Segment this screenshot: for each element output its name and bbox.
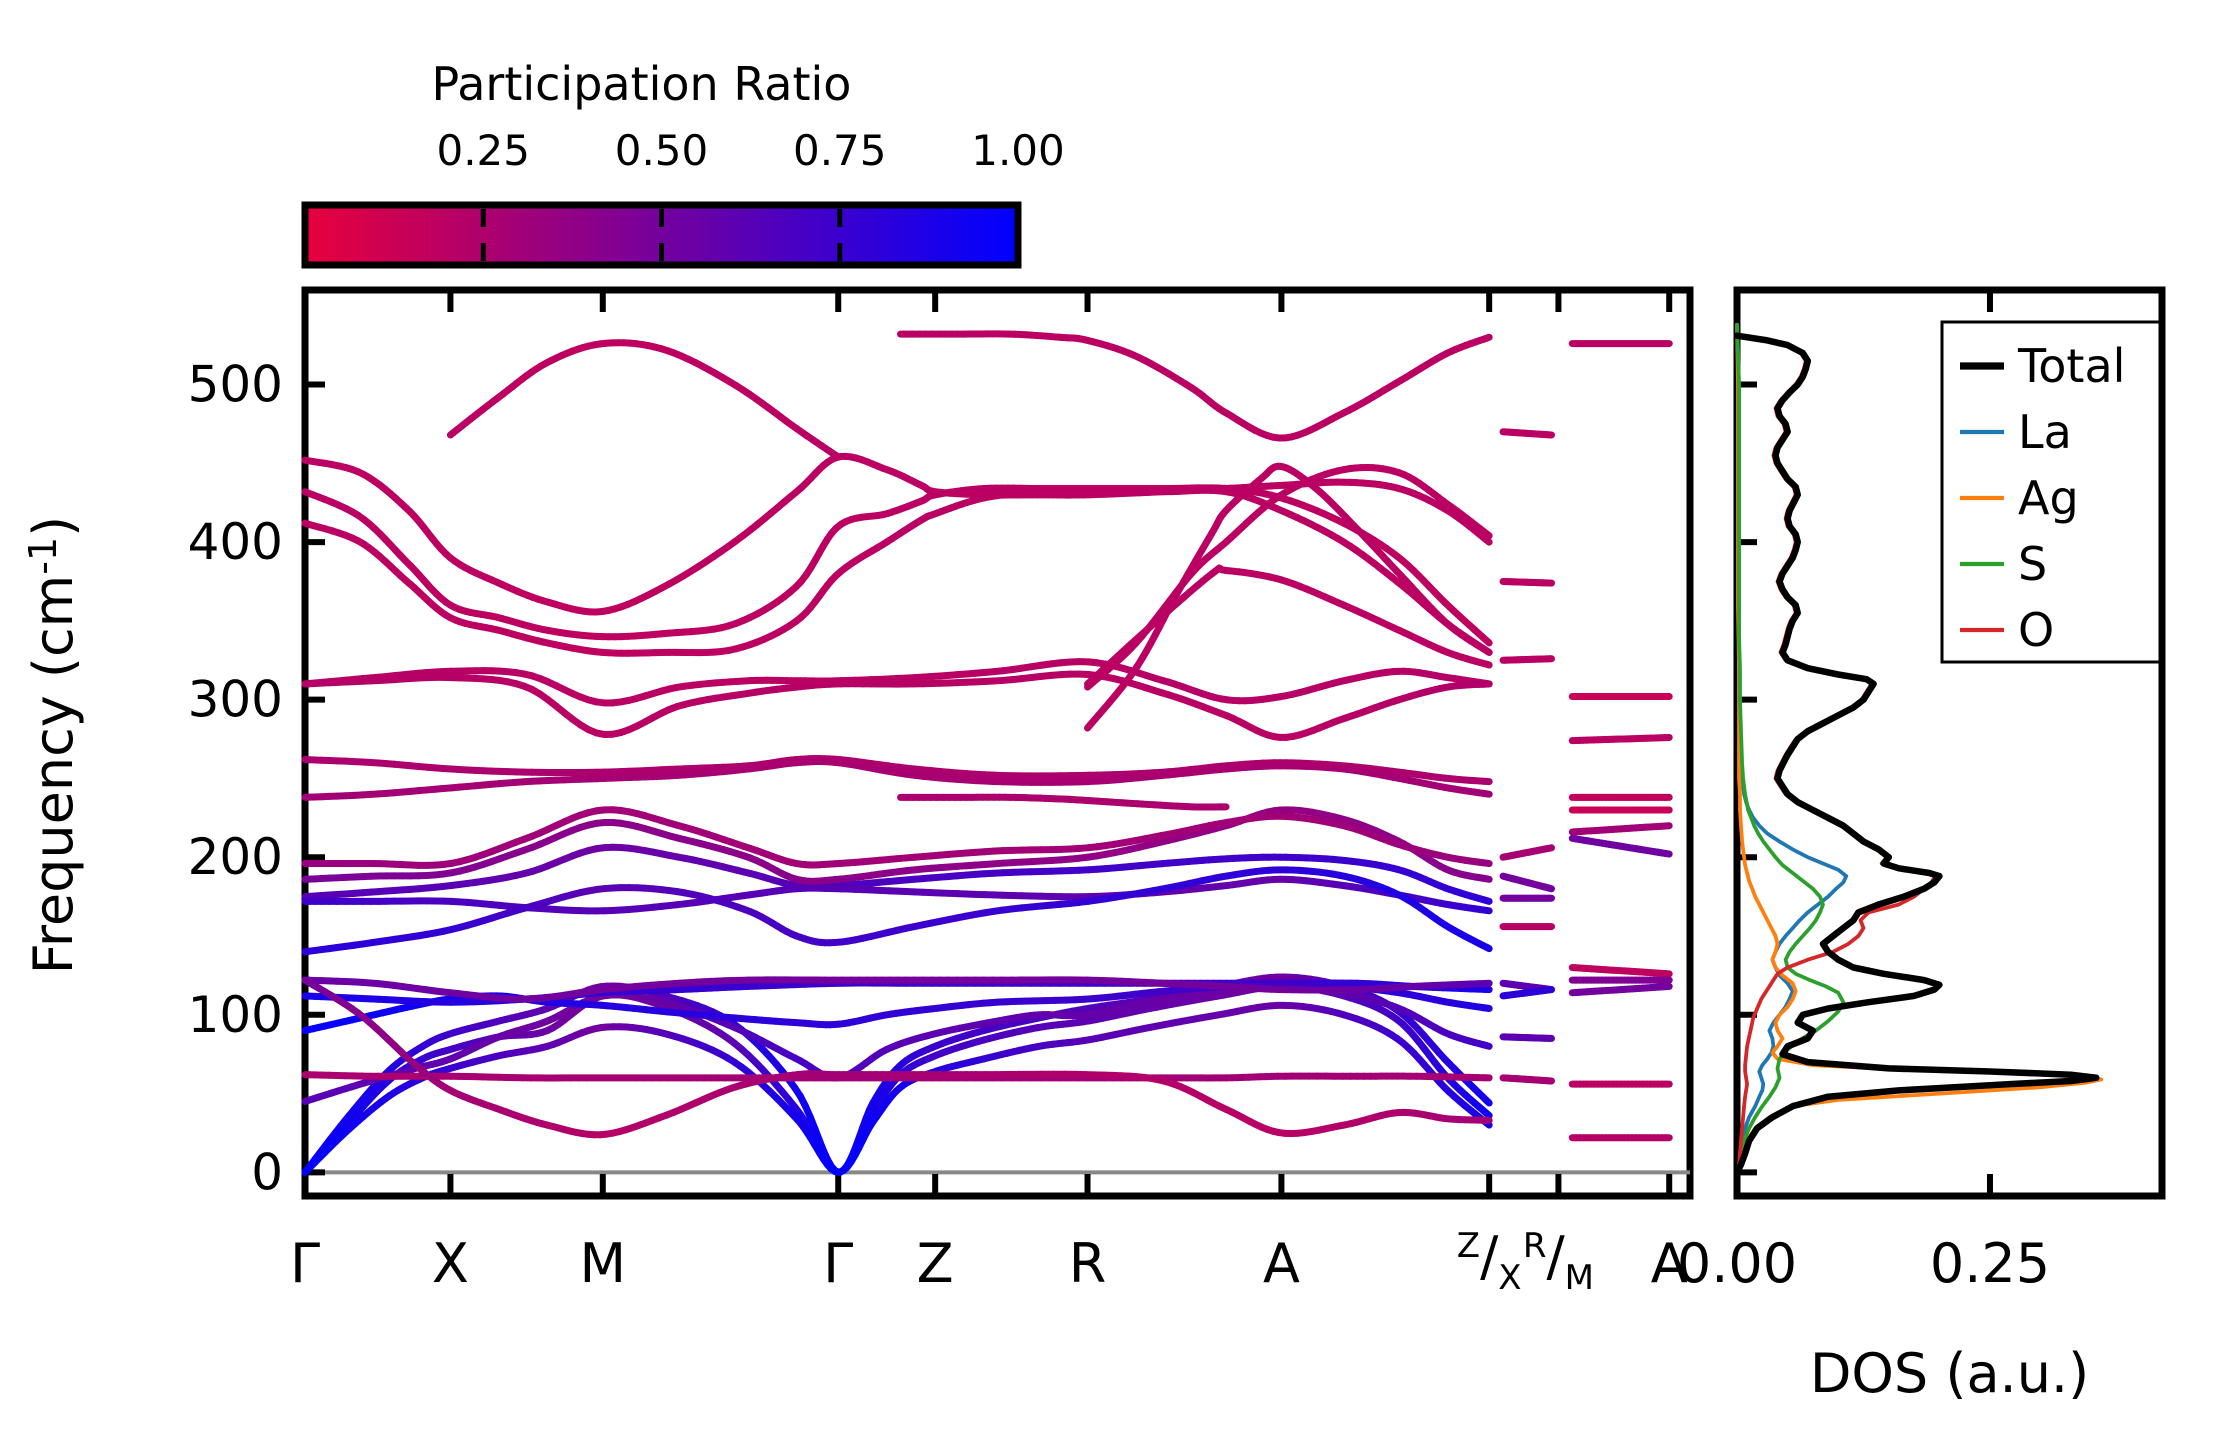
x-axis-tick-label: Γ bbox=[823, 1232, 853, 1295]
band-segment bbox=[1483, 660, 1493, 669]
x-axis-tick-label: A bbox=[1651, 1232, 1688, 1295]
colorbar-title: Participation Ratio bbox=[432, 57, 852, 111]
x-axis-tick-label: M bbox=[579, 1232, 626, 1295]
band-segment bbox=[832, 451, 842, 461]
band-segment bbox=[1483, 1042, 1493, 1050]
colorbar-tick-label: 0.75 bbox=[793, 126, 887, 175]
band-segment bbox=[1483, 1109, 1493, 1120]
x-axis-tick-label: X bbox=[432, 1232, 469, 1295]
y-axis-tick-label: 400 bbox=[188, 513, 283, 571]
colorbar-tick-label: 0.50 bbox=[615, 126, 709, 175]
band-segment bbox=[1483, 333, 1493, 342]
x-axis-tick-label: A bbox=[1263, 1232, 1300, 1295]
y-axis-label: Frequency (cm-1) bbox=[21, 516, 85, 974]
band-segment bbox=[1661, 849, 1673, 858]
band-segment bbox=[1483, 943, 1493, 953]
colorbar-tick-label: 1.00 bbox=[971, 126, 1065, 175]
x-axis-tick-label: Γ bbox=[290, 1232, 320, 1295]
band-segment bbox=[1483, 1096, 1493, 1107]
band-segment bbox=[1483, 536, 1493, 546]
y-axis-tick-label: 200 bbox=[188, 828, 283, 886]
band-segment bbox=[1483, 647, 1493, 656]
y-axis-tick-label: 100 bbox=[188, 986, 283, 1044]
colorbar-tick-label: 0.25 bbox=[436, 126, 530, 175]
band-segment bbox=[1483, 875, 1493, 883]
x-axis-tick-label: Z/X bbox=[1457, 1225, 1522, 1298]
y-axis-tick-label: 500 bbox=[188, 356, 283, 414]
band-segment bbox=[1483, 637, 1493, 647]
band-segment bbox=[1483, 897, 1493, 905]
y-axis-tick-label: 0 bbox=[251, 1143, 283, 1201]
x-axis-tick-label: R bbox=[1069, 1232, 1107, 1295]
band-curves-group bbox=[301, 330, 1673, 1176]
band-segment bbox=[1483, 530, 1493, 540]
y-axis-tick-label: 300 bbox=[188, 671, 283, 729]
band-panel-frame bbox=[301, 286, 1694, 1200]
x-axis-tick-label: Z bbox=[917, 1232, 954, 1295]
x-axis-tick-label: R/M bbox=[1523, 1225, 1594, 1298]
